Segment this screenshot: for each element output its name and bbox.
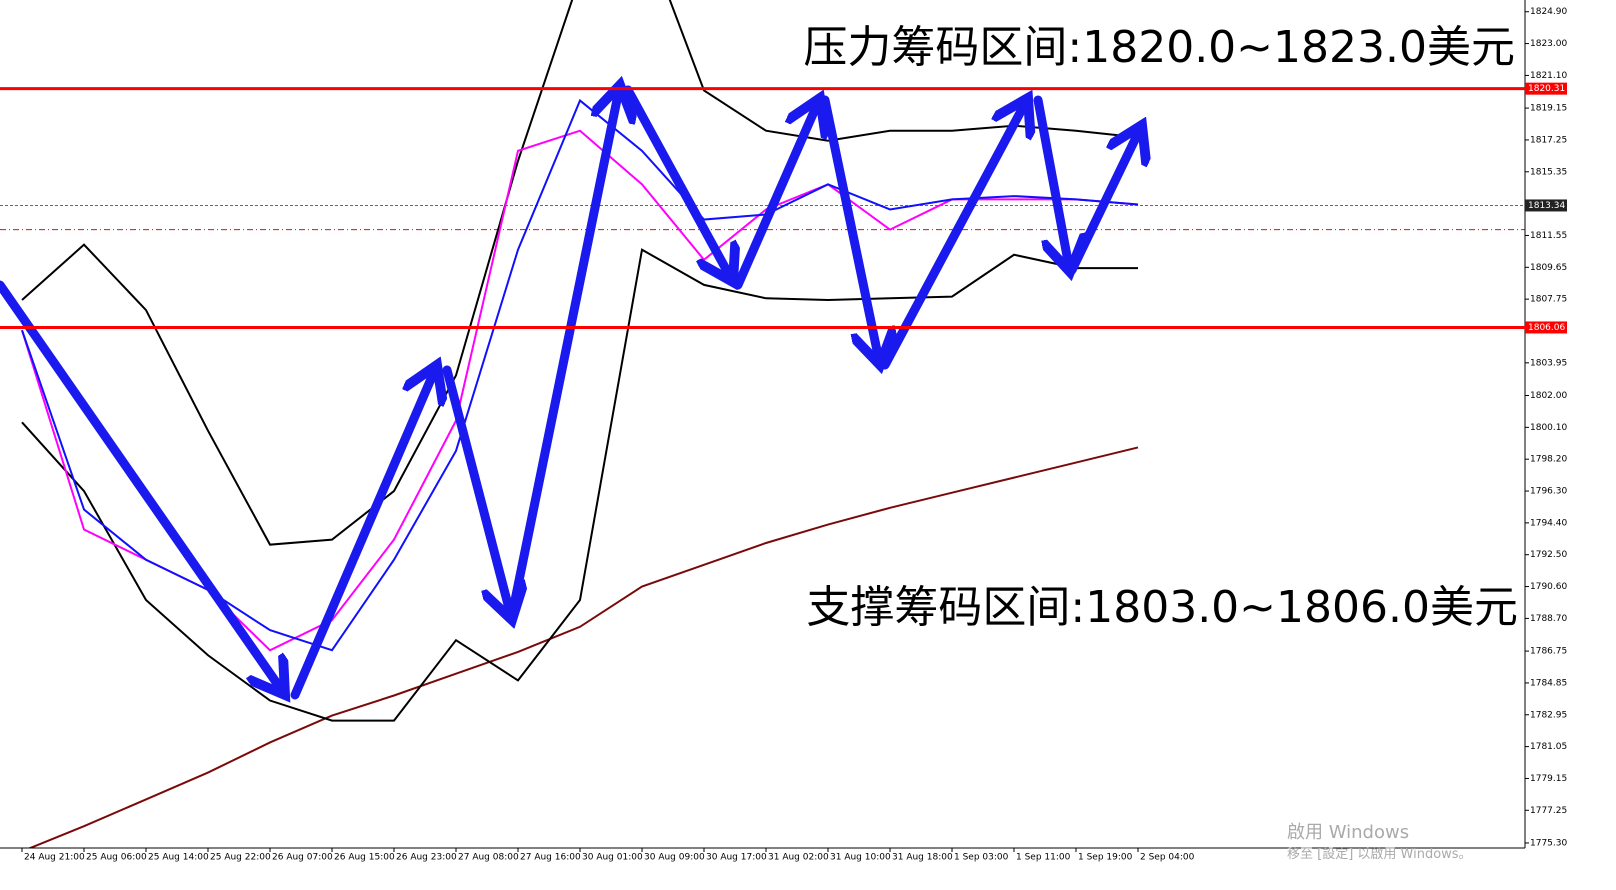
level-label: 1820.31	[1528, 84, 1565, 94]
series-line	[21, 0, 1139, 546]
x-tick-label: 1 Sep 03:00	[954, 853, 1009, 863]
x-tick-label: 30 Aug 17:00	[706, 853, 767, 863]
y-tick-label: 1815.35	[1530, 167, 1567, 177]
annotation: 压力筹码区间:1820.0~1823.0美元	[803, 22, 1515, 73]
arrow	[1067, 125, 1142, 275]
y-tick-label: 1821.10	[1530, 71, 1567, 81]
arrow	[1033, 95, 1070, 272]
y-tick-label: 1792.50	[1530, 550, 1567, 560]
y-tick-label: 1794.40	[1530, 518, 1567, 528]
y-tick-label: 1811.55	[1530, 231, 1567, 241]
y-tick-label: 1803.95	[1530, 358, 1567, 368]
y-tick-label: 1823.00	[1530, 39, 1567, 49]
annotation: 支撑筹码区间:1803.0~1806.0美元	[806, 582, 1518, 633]
arrow	[733, 98, 820, 290]
arrow	[820, 95, 880, 365]
x-tick-label: 27 Aug 16:00	[520, 853, 581, 863]
x-tick-label: 31 Aug 02:00	[768, 853, 829, 863]
y-tick-label: 1790.60	[1530, 582, 1567, 592]
y-tick-label: 1775.30	[1530, 838, 1567, 848]
y-tick-label: 1796.30	[1530, 487, 1567, 497]
x-tick-label: 30 Aug 01:00	[582, 853, 643, 863]
y-tick-label: 1807.75	[1530, 295, 1567, 305]
trend-arrows	[0, 85, 1142, 695]
watermark: 移至 [設定] 以啟用 Windows。	[1287, 846, 1472, 862]
x-tick-label: 2 Sep 04:00	[1140, 853, 1195, 863]
price-label: 1813.34	[1528, 201, 1565, 211]
y-tick-label: 1784.85	[1530, 678, 1567, 688]
watermark: 啟用 Windows	[1287, 822, 1409, 843]
level-marker	[1525, 82, 1567, 95]
x-tick-label: 25 Aug 06:00	[86, 853, 147, 863]
y-tick-label: 1824.90	[1530, 7, 1567, 17]
series-line	[27, 446, 1139, 848]
y-tick-label: 1817.25	[1530, 135, 1567, 145]
y-tick-label: 1800.10	[1530, 423, 1567, 433]
y-tick-label: 1798.20	[1530, 455, 1567, 465]
y-tick-label: 1786.75	[1530, 647, 1567, 657]
arrow	[880, 98, 1028, 370]
series-line	[21, 248, 1138, 722]
x-tick-label: 30 Aug 09:00	[644, 853, 705, 863]
x-tick-label: 25 Aug 14:00	[148, 853, 209, 863]
price-marker	[1525, 199, 1567, 212]
x-tick-label: 1 Sep 11:00	[1016, 853, 1071, 863]
x-tick-label: 31 Aug 18:00	[892, 853, 953, 863]
y-tick-label: 1809.65	[1530, 263, 1567, 273]
y-tick-label: 1819.15	[1530, 104, 1567, 114]
x-tick-label: 1 Sep 19:00	[1078, 853, 1133, 863]
level-marker	[1525, 321, 1567, 334]
arrow	[442, 365, 512, 620]
arrow	[623, 85, 733, 282]
y-tick-label: 1782.95	[1530, 710, 1567, 720]
arrow	[0, 280, 285, 695]
x-tick-label: 26 Aug 07:00	[272, 853, 333, 863]
arrow	[290, 365, 437, 700]
y-tick-label: 1788.70	[1530, 614, 1567, 624]
y-tick-label: 1802.00	[1530, 391, 1567, 401]
x-tick-label: 26 Aug 23:00	[396, 853, 457, 863]
x-tick-label: 26 Aug 15:00	[334, 853, 395, 863]
y-tick-label: 1781.05	[1530, 742, 1567, 752]
x-tick-label: 25 Aug 22:00	[210, 853, 271, 863]
level-label: 1806.06	[1528, 323, 1565, 333]
arrow	[507, 85, 620, 620]
y-tick-label: 1779.15	[1530, 774, 1567, 784]
x-tick-label: 27 Aug 08:00	[458, 853, 519, 863]
x-tick-label: 31 Aug 10:00	[830, 853, 891, 863]
y-tick-label: 1777.25	[1530, 806, 1567, 816]
x-tick-label: 24 Aug 21:00	[24, 853, 85, 863]
